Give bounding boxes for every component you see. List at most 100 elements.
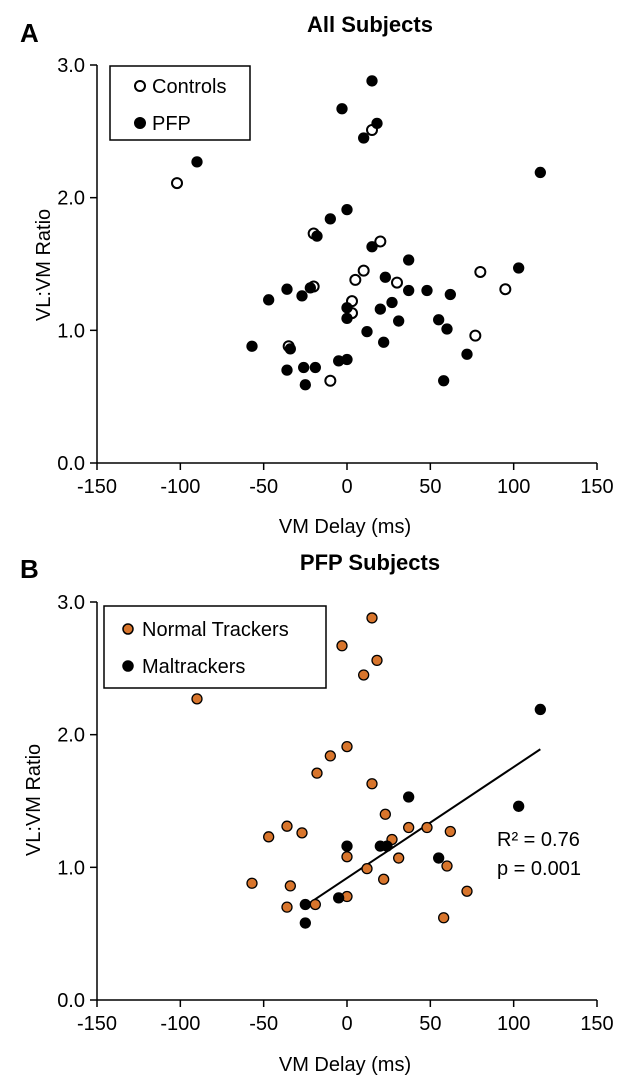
point-normal-trackers xyxy=(378,873,390,885)
point-maltrackers xyxy=(534,703,546,716)
point-pfp xyxy=(371,117,383,130)
panel-a-title: All Subjects xyxy=(307,12,433,37)
point-normal-trackers xyxy=(281,901,293,913)
x-tick-label: -150 xyxy=(77,1013,117,1035)
point-pfp xyxy=(421,284,433,297)
legend-pfp-marker xyxy=(134,117,146,129)
legend-normal-trackers-label: Normal Trackers xyxy=(142,619,289,641)
point-pfp xyxy=(358,132,370,144)
panel-b-r2-annotation: R² = 0.76 xyxy=(497,829,580,851)
legend-controls-label: Controls xyxy=(152,76,226,98)
legend-normal-trackers-marker xyxy=(122,623,134,635)
y-tick-label: 3.0 xyxy=(57,55,85,77)
x-tick-label: 100 xyxy=(497,1013,530,1035)
y-tick-label: 1.0 xyxy=(57,320,85,342)
y-tick-label: 2.0 xyxy=(57,725,85,747)
point-pfp xyxy=(403,254,415,266)
point-controls xyxy=(349,273,362,286)
panel-a-xlabel: VM Delay (ms) xyxy=(279,516,411,538)
point-controls xyxy=(357,264,370,277)
point-pfp xyxy=(366,75,378,87)
x-tick-label: -50 xyxy=(249,1013,278,1035)
point-pfp xyxy=(386,296,398,309)
point-normal-trackers xyxy=(336,640,348,652)
y-tick-label: 3.0 xyxy=(57,592,85,614)
point-pfp xyxy=(341,353,353,366)
point-pfp xyxy=(534,166,546,179)
point-pfp xyxy=(309,361,321,374)
point-normal-trackers xyxy=(341,851,353,863)
point-maltrackers xyxy=(299,898,311,911)
point-normal-trackers xyxy=(379,808,391,820)
panel-a-ylabel: VL:VM Ratio xyxy=(33,209,55,321)
point-controls xyxy=(374,235,387,248)
legend-maltrackers-label: Maltrackers xyxy=(142,656,245,678)
point-pfp xyxy=(341,302,353,314)
panel-b-p-annotation: p = 0.001 xyxy=(497,858,581,880)
panel-a-axes: 0.0 1.0 2.0 3.0 -150 -100 -50 0 50 100 150 xyxy=(57,55,614,498)
x-tick-label: 50 xyxy=(419,1013,441,1035)
point-normal-trackers xyxy=(296,827,308,839)
x-tick-label: -100 xyxy=(160,476,200,498)
point-normal-trackers xyxy=(358,669,370,681)
point-normal-trackers xyxy=(311,767,323,779)
point-maltrackers xyxy=(513,800,525,812)
panel-b-label: B xyxy=(20,554,39,584)
point-normal-trackers xyxy=(461,885,473,897)
point-normal-trackers xyxy=(366,778,378,790)
legend-controls-marker xyxy=(134,80,146,92)
point-controls xyxy=(171,177,183,190)
point-maltrackers xyxy=(299,917,311,929)
point-normal-trackers xyxy=(341,740,353,753)
panel-b-ylabel: VL:VM Ratio xyxy=(23,744,45,856)
point-normal-trackers xyxy=(441,860,453,872)
y-tick-label: 0.0 xyxy=(57,990,85,1012)
point-pfp xyxy=(379,271,391,283)
point-pfp xyxy=(433,314,445,326)
point-pfp xyxy=(246,340,258,352)
point-pfp xyxy=(393,315,405,327)
point-maltrackers xyxy=(381,840,393,852)
x-tick-label: 150 xyxy=(580,476,613,498)
panel-b-axes: 0.0 1.0 2.0 3.0 -150 -100 -50 0 50 100 150 xyxy=(57,592,614,1035)
point-maltrackers xyxy=(433,852,445,864)
point-pfp xyxy=(296,290,308,302)
point-controls xyxy=(324,374,337,387)
point-pfp xyxy=(311,230,323,242)
point-pfp xyxy=(341,203,353,216)
point-pfp xyxy=(191,156,203,168)
x-tick-label: 150 xyxy=(580,1013,613,1035)
point-pfp xyxy=(298,361,310,374)
point-normal-trackers xyxy=(438,912,450,924)
point-pfp xyxy=(281,283,293,295)
point-pfp xyxy=(341,312,353,325)
point-controls xyxy=(469,329,482,342)
point-pfp xyxy=(361,326,373,338)
point-pfp xyxy=(461,348,473,360)
point-normal-trackers xyxy=(246,877,258,889)
point-controls xyxy=(391,276,403,289)
legend-maltrackers-marker xyxy=(122,660,134,672)
panel-b-legend-box xyxy=(103,605,327,689)
point-pfp xyxy=(366,241,378,253)
point-pfp xyxy=(281,364,293,376)
x-tick-label: 0 xyxy=(341,1013,352,1035)
point-pfp xyxy=(304,282,316,294)
x-tick-label: -50 xyxy=(249,476,278,498)
panel-a-legend-box xyxy=(109,65,251,141)
point-normal-trackers xyxy=(444,825,456,838)
point-normal-trackers xyxy=(309,898,321,911)
point-normal-trackers xyxy=(263,831,275,843)
point-pfp xyxy=(284,343,296,355)
panel-a-legend: Controls PFP xyxy=(109,65,251,141)
y-tick-label: 2.0 xyxy=(57,188,85,210)
point-maltrackers xyxy=(333,892,345,904)
point-pfp xyxy=(299,379,311,391)
point-normal-trackers xyxy=(361,863,373,875)
point-normal-trackers xyxy=(371,654,383,667)
x-tick-label: 50 xyxy=(419,476,441,498)
panel-b: B PFP Subjects 0.0 1.0 2.0 3.0 -150 -100 -50 0 5… xyxy=(20,550,614,1076)
panel-b-points xyxy=(191,612,546,929)
x-tick-label: -100 xyxy=(160,1013,200,1035)
